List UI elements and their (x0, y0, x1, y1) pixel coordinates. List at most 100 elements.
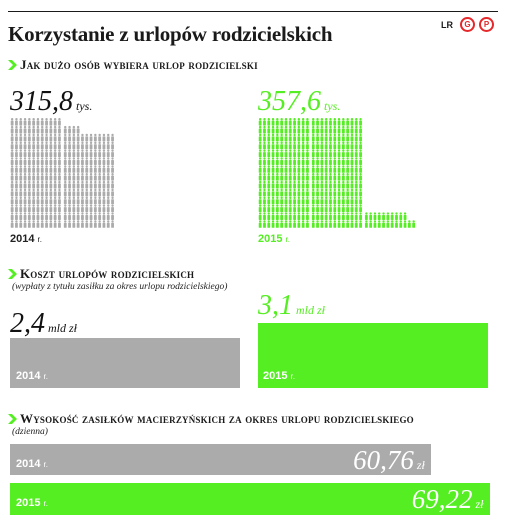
person-icon (306, 157, 309, 165)
person-icon (288, 165, 292, 173)
person-icon (311, 149, 315, 158)
person-icon (316, 165, 319, 173)
person-icon (72, 196, 76, 205)
person-icon (63, 204, 67, 213)
person-icon (333, 196, 337, 205)
person-icon (341, 212, 345, 220)
person-icon (297, 125, 301, 134)
person-icon (81, 157, 84, 165)
person-icon (341, 165, 345, 173)
person-icon (85, 141, 89, 150)
person-icon (301, 180, 305, 189)
person-icon (15, 125, 18, 134)
person-icon (306, 188, 309, 197)
person-icon (258, 204, 262, 213)
top-rule (8, 11, 498, 12)
person-icon (58, 196, 61, 205)
person-icon (98, 133, 102, 142)
person-icon (19, 141, 23, 150)
arrow-icon (8, 414, 17, 424)
person-icon (271, 165, 275, 173)
person-icon (329, 157, 332, 165)
person-icon (111, 173, 114, 181)
person-icon (58, 157, 61, 165)
person-icon (297, 196, 301, 205)
person-icon (337, 220, 341, 228)
person-icon (333, 141, 337, 150)
person-icon (40, 212, 44, 220)
person-icon (93, 165, 97, 173)
person-icon (316, 133, 319, 142)
person-icon (23, 220, 27, 228)
person-icon (284, 220, 288, 228)
person-icon (350, 180, 354, 189)
person-icon (280, 212, 284, 220)
person-icon (267, 173, 271, 181)
person-icon (15, 133, 18, 142)
person-icon (280, 188, 284, 197)
person-icon (288, 180, 292, 189)
person-icon (89, 149, 93, 158)
person-icon (23, 204, 27, 213)
person-icon (316, 212, 319, 220)
person-icon (15, 188, 18, 197)
person-icon (53, 204, 57, 213)
person-icon (359, 204, 362, 213)
person-icon (19, 118, 23, 126)
person-icon (58, 141, 61, 150)
person-icon (76, 204, 80, 213)
person-icon (19, 173, 23, 181)
person-icon (301, 133, 305, 142)
person-icon (85, 196, 89, 205)
person-icon (301, 165, 305, 173)
person-icon (58, 180, 61, 189)
person-icon (102, 157, 106, 165)
person-icon (10, 141, 14, 150)
person-icon (275, 212, 279, 220)
person-icon (89, 180, 93, 189)
person-icon (36, 157, 40, 165)
cost-2015-unit: mld zł (296, 303, 326, 317)
allowance-2014-year-number: 2014 (16, 458, 41, 470)
person-icon (76, 220, 80, 228)
person-icon (316, 173, 319, 181)
person-icon (258, 173, 262, 181)
person-icon (36, 180, 40, 189)
person-icon (89, 188, 93, 197)
person-icon (329, 118, 332, 126)
person-icon (267, 133, 271, 142)
person-icon (111, 157, 114, 165)
person-icon (36, 204, 40, 213)
person-icon (106, 141, 110, 150)
person-icon (333, 204, 337, 213)
person-icon (297, 133, 301, 142)
person-icon (98, 220, 102, 228)
person-icon (53, 118, 57, 126)
person-icon (15, 149, 18, 158)
person-icon (320, 125, 324, 134)
cost-2014-year: 2014 r. (16, 370, 48, 382)
person-icon (76, 125, 80, 134)
person-icon (359, 173, 362, 181)
person-icon (53, 157, 57, 165)
person-icon (267, 212, 271, 220)
person-icon (10, 204, 14, 213)
person-icon (311, 188, 315, 197)
person-icon (23, 118, 27, 126)
person-icon (337, 125, 341, 134)
person-icon (40, 165, 44, 173)
person-icon (284, 204, 288, 213)
person-icon (111, 149, 114, 158)
person-icon (32, 220, 36, 228)
person-icon (111, 204, 114, 213)
person-icon (76, 133, 80, 142)
person-icon (40, 204, 44, 213)
person-icon (36, 220, 40, 228)
person-icon (293, 180, 296, 189)
person-icon (346, 173, 350, 181)
person-icon (316, 141, 319, 150)
person-icon (306, 118, 309, 126)
person-icon (40, 125, 44, 134)
person-icon (111, 188, 114, 197)
person-icon (284, 125, 288, 134)
